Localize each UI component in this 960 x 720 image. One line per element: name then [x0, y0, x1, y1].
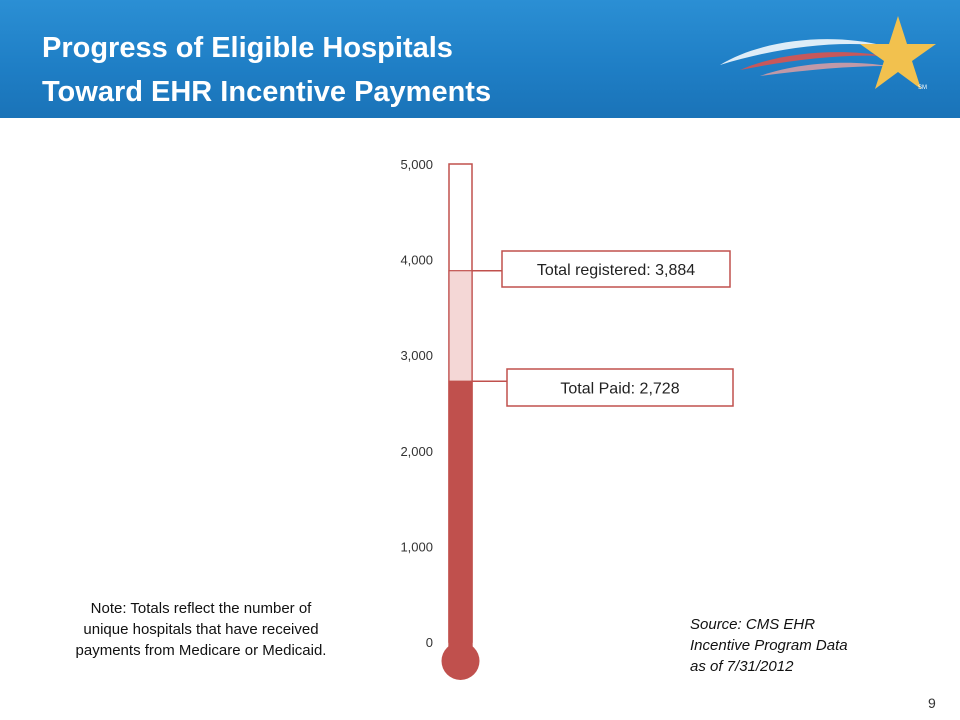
y-tick-label: 1,000	[400, 539, 433, 554]
callout-label-total-paid: Total Paid: 2,728	[560, 381, 679, 398]
source-line-2: Incentive Program Data	[690, 637, 848, 654]
service-mark: SM	[918, 85, 927, 91]
slide-title-line-2: Toward EHR Incentive Payments	[42, 76, 492, 108]
callout-box-total-registered	[501, 250, 731, 288]
y-tick-label: 5,000	[400, 157, 433, 172]
source-line-1: Source: CMS EHR	[690, 616, 816, 633]
note-text: Note: Totals reflect the number of uniqu…	[75, 600, 327, 659]
source-text: Source: CMS EHR Incentive Program Data a…	[690, 614, 910, 677]
slide-title-line-1: Progress of Eligible Hospitals	[42, 32, 453, 64]
y-tick-label: 2,000	[400, 444, 433, 459]
thermometer-bulb	[441, 642, 480, 680]
y-tick-label: 4,000	[400, 253, 433, 268]
fill-total-paid	[448, 380, 473, 649]
callout-box-total-paid	[506, 368, 734, 407]
callout-label-total-registered: Total registered: 3,884	[537, 262, 695, 279]
source-line-3: as of 7/31/2012	[690, 658, 794, 675]
y-tick-label: 3,000	[400, 348, 433, 363]
y-tick-label: 0	[426, 635, 433, 650]
page-number: 9	[928, 695, 936, 711]
star-swoosh-logo-icon: SM	[720, 16, 936, 91]
slide-title: Progress of Eligible Hospitals Toward EH…	[42, 26, 491, 114]
slide-header: Progress of Eligible Hospitals Toward EH…	[0, 0, 960, 118]
